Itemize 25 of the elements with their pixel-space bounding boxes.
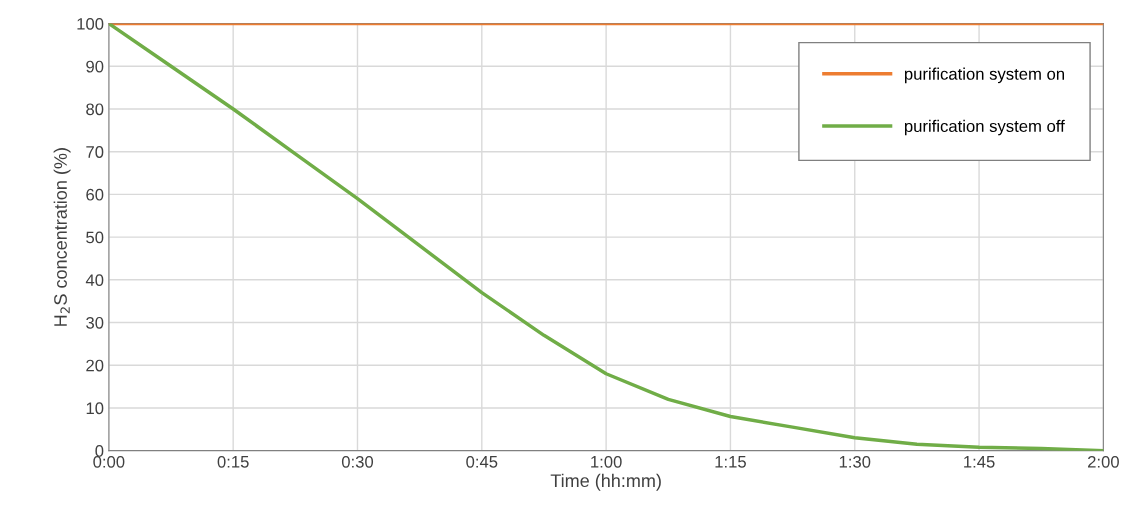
- y-tick-label: 60: [86, 188, 104, 201]
- line-series: [108, 23, 1104, 451]
- x-tick-label: 0:15: [217, 455, 249, 468]
- y-tick-label: 100: [77, 17, 104, 30]
- y-tick-label: 0: [95, 445, 104, 457]
- x-axis-title: Time (hh:mm): [550, 473, 661, 491]
- y-tick-label: 90: [86, 60, 104, 73]
- y-tick-label: 80: [86, 103, 104, 116]
- y-tick-label: 40: [85, 274, 104, 287]
- legend-label: purification system off: [904, 119, 1065, 136]
- x-tick-label: 1:00: [591, 455, 622, 468]
- x-tick-label: 1:30: [839, 455, 871, 468]
- x-tick-label: 2:00: [1088, 455, 1119, 468]
- x-tick-label: 0:00: [93, 455, 125, 468]
- y-tick-label: 70: [86, 146, 104, 158]
- y-tick-label: 50: [86, 231, 104, 244]
- x-tick-label: 1:15: [715, 456, 746, 468]
- y-tick-label: 10: [86, 402, 104, 415]
- y-tick-label: 20: [86, 359, 104, 372]
- legend-label: purification system on: [904, 67, 1064, 84]
- x-tick-label: 1:45: [964, 456, 995, 468]
- x-tick-label: 0:45: [466, 455, 498, 468]
- x-tick-label: 0:30: [341, 455, 374, 468]
- y-tick-label: 30: [86, 316, 104, 329]
- y-axis-title: H$_{2}$S concentration (%): [53, 148, 71, 326]
